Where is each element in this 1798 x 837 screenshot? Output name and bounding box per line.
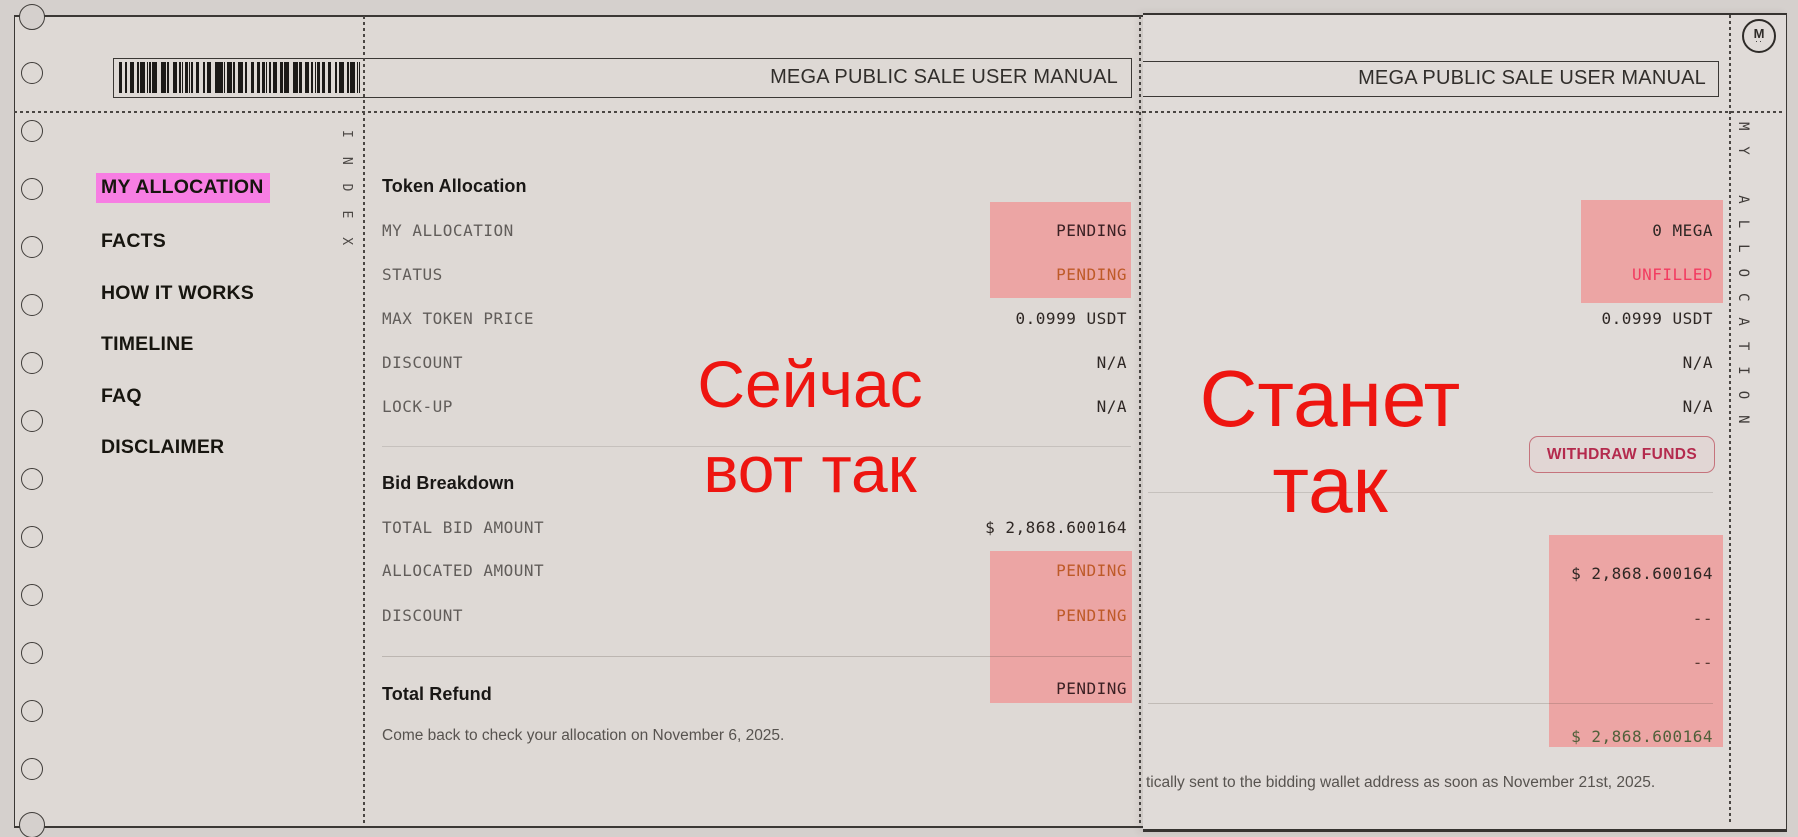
- row-label: STATUS: [382, 265, 443, 284]
- paper-notch-top: [19, 4, 45, 30]
- barcode: [119, 62, 360, 93]
- lockup-value: N/A: [1682, 397, 1713, 416]
- mega-logo-letter: M: [1753, 25, 1765, 41]
- row-label: MY ALLOCATION: [382, 221, 514, 240]
- paper-notch-bottom: [19, 812, 45, 837]
- discount-value: N/A: [1682, 353, 1713, 372]
- pending-highlight-top-right: [1581, 200, 1723, 303]
- allocation-note: Come back to check your allocation on No…: [382, 727, 785, 744]
- row-value: PENDING: [1056, 221, 1127, 240]
- punch-hole: [21, 178, 43, 200]
- pending-highlight-bottom-left: [990, 551, 1132, 703]
- row-value: $ 2,868.600164: [985, 518, 1127, 537]
- row-label: ALLOCATED AMOUNT: [382, 561, 545, 580]
- manual-title-right: MEGA PUBLIC SALE USER MANUAL: [1358, 67, 1706, 89]
- annotation-future-line2: так: [1272, 440, 1388, 529]
- header-band-right: [1143, 61, 1719, 97]
- punch-hole: [21, 758, 43, 780]
- annotation-now-line2: вот так: [703, 432, 917, 506]
- punch-hole: [21, 352, 43, 374]
- max-token-price-value: 0.0999 USDT: [1601, 309, 1713, 328]
- annotation-future: Станет так: [1140, 356, 1520, 528]
- mega-logo: M ··: [1742, 19, 1776, 53]
- dotted-divider-right-strip: [1729, 15, 1731, 825]
- allocated-value: --: [1692, 609, 1713, 628]
- mega-logo-dots: ··: [1755, 35, 1763, 46]
- section-divider: [1148, 703, 1713, 704]
- row-label: MAX TOKEN PRICE: [382, 309, 534, 328]
- discount-breakdown-value: --: [1692, 653, 1713, 672]
- sidebar-item-faq[interactable]: FAQ: [101, 385, 142, 407]
- section-title-total-refund: Total Refund: [382, 684, 492, 704]
- row-value: PENDING: [1056, 265, 1127, 284]
- annotation-now: Сейчас вот так: [620, 342, 1000, 512]
- row-value: PENDING: [1056, 561, 1127, 580]
- annotation-future-line1: Станет: [1199, 354, 1461, 443]
- row-value: 0.0999 USDT: [1015, 309, 1127, 328]
- total-bid-value: $ 2,868.600164: [1571, 564, 1713, 583]
- section-divider: [382, 446, 1131, 447]
- punch-hole: [21, 120, 43, 142]
- dotted-divider-horizontal: [1143, 111, 1784, 113]
- punch-hole: [21, 526, 43, 548]
- row-value: PENDING: [1056, 606, 1127, 625]
- header-band-left: [113, 58, 1132, 98]
- manual-title-left: MEGA PUBLIC SALE USER MANUAL: [770, 66, 1118, 88]
- refund-note: tically sent to the bidding wallet addre…: [1146, 774, 1656, 791]
- row-value: N/A: [1096, 397, 1127, 416]
- sidebar-item-how-it-works[interactable]: HOW IT WORKS: [101, 282, 254, 304]
- index-vertical-label: INDEX: [339, 130, 354, 265]
- section-title-bid-breakdown: Bid Breakdown: [382, 473, 515, 493]
- sidebar-item-facts[interactable]: FACTS: [101, 230, 166, 252]
- section-title-token-allocation: Token Allocation: [382, 176, 527, 196]
- punch-hole: [21, 584, 43, 606]
- pending-highlight-bottom-right: [1549, 535, 1723, 747]
- dotted-page-edge: [1139, 16, 1141, 823]
- punch-hole: [21, 62, 43, 84]
- row-label: LOCK-UP: [382, 397, 453, 416]
- punch-hole: [21, 642, 43, 664]
- dotted-divider-horizontal: [14, 111, 1143, 113]
- sidebar-item-timeline[interactable]: TIMELINE: [101, 333, 194, 355]
- dotted-divider-index: [363, 16, 365, 823]
- sidebar-item-my-allocation[interactable]: MY ALLOCATION: [96, 173, 270, 203]
- section-divider: [382, 656, 1131, 657]
- section-divider: [1148, 492, 1713, 493]
- punch-hole: [21, 236, 43, 258]
- row-label: DISCOUNT: [382, 353, 464, 372]
- punch-hole: [21, 410, 43, 432]
- sidebar-item-disclaimer[interactable]: DISCLAIMER: [101, 436, 225, 458]
- status-value: UNFILLED: [1631, 265, 1713, 284]
- punch-hole: [21, 700, 43, 722]
- allocation-value: 0 MEGA: [1652, 221, 1713, 240]
- refund-value: PENDING: [1056, 679, 1127, 698]
- punch-hole: [21, 468, 43, 490]
- row-label: TOTAL BID AMOUNT: [382, 518, 545, 537]
- row-label: DISCOUNT: [382, 606, 464, 625]
- total-refund-value: $ 2,868.600164: [1571, 727, 1713, 746]
- punch-hole: [21, 294, 43, 316]
- my-allocation-vertical-label: MY ALLOCATION: [1735, 122, 1751, 440]
- row-value: N/A: [1096, 353, 1127, 372]
- manual-page-current: [14, 15, 1147, 828]
- annotation-now-line1: Сейчас: [697, 347, 923, 421]
- withdraw-funds-button[interactable]: WITHDRAW FUNDS: [1529, 436, 1715, 473]
- pending-highlight-top-left: [990, 202, 1131, 298]
